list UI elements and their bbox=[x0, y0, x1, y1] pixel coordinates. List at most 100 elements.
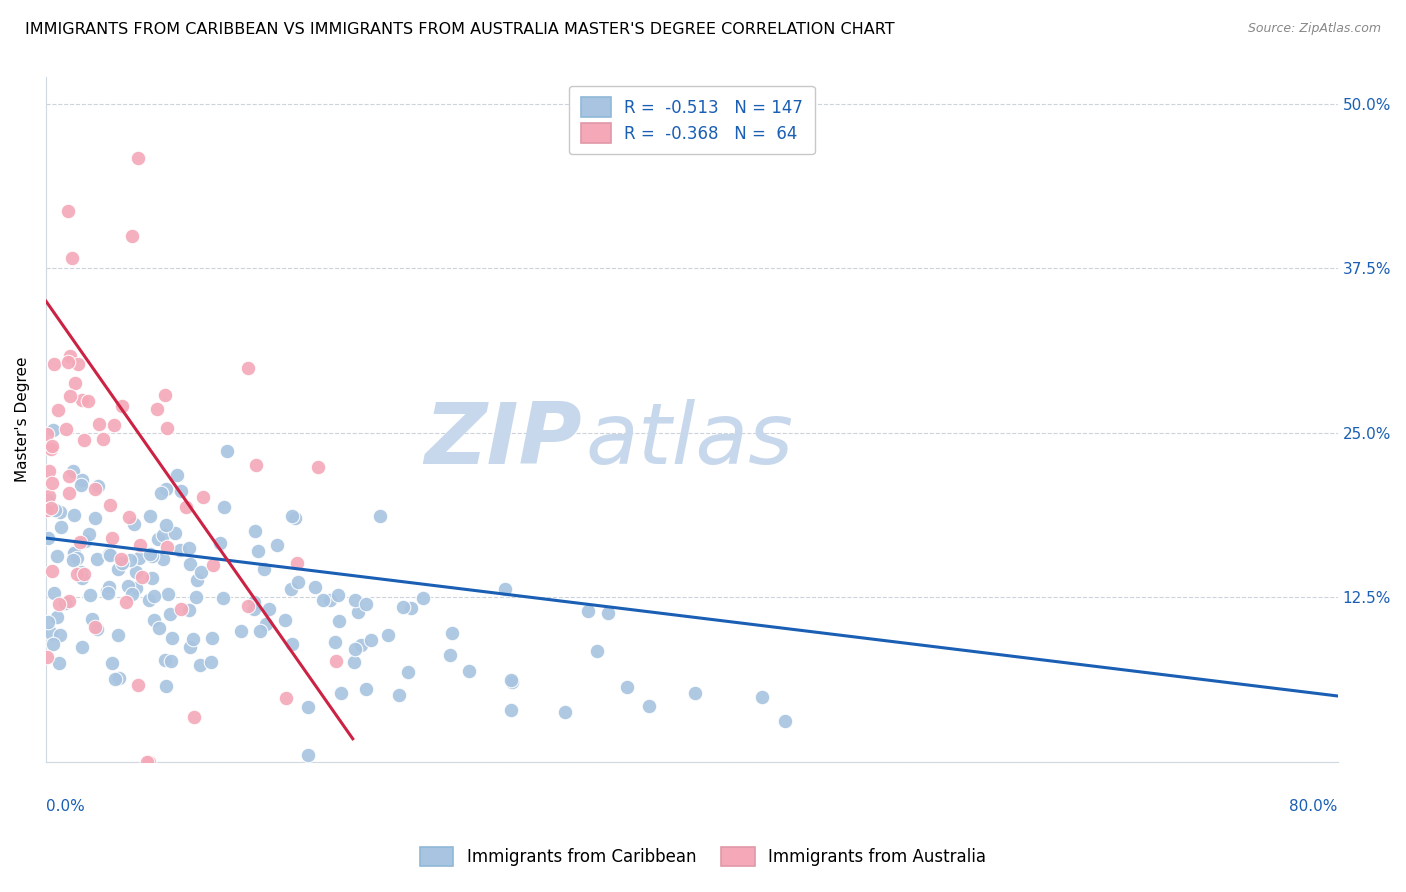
Point bbox=[55, 422, 77, 436]
Point bbox=[246, 543, 269, 558]
Point bbox=[458, 664, 481, 678]
Point bbox=[183, 710, 205, 724]
Point bbox=[200, 655, 222, 669]
Point bbox=[62, 544, 84, 558]
Point bbox=[63, 376, 86, 391]
Text: ZIP: ZIP bbox=[425, 399, 582, 482]
Point bbox=[118, 510, 141, 524]
Point bbox=[166, 467, 188, 482]
Point bbox=[179, 557, 201, 571]
Point bbox=[183, 632, 205, 646]
Point bbox=[354, 598, 377, 612]
Point bbox=[70, 640, 93, 654]
Point bbox=[87, 479, 110, 493]
Point bbox=[217, 444, 239, 458]
Text: 0.0%: 0.0% bbox=[46, 799, 84, 814]
Point bbox=[201, 631, 224, 645]
Point bbox=[35, 650, 58, 665]
Point bbox=[323, 635, 346, 649]
Point bbox=[297, 699, 319, 714]
Point bbox=[157, 587, 180, 601]
Point bbox=[83, 482, 105, 496]
Point bbox=[41, 439, 63, 453]
Point bbox=[751, 690, 773, 704]
Point bbox=[107, 562, 129, 576]
Point bbox=[37, 492, 59, 507]
Point bbox=[139, 508, 162, 523]
Point bbox=[212, 591, 235, 606]
Point bbox=[155, 518, 177, 533]
Point bbox=[62, 508, 84, 523]
Point bbox=[141, 571, 163, 585]
Point bbox=[41, 564, 63, 578]
Point bbox=[77, 527, 100, 541]
Point bbox=[135, 755, 157, 769]
Point bbox=[122, 516, 145, 531]
Point bbox=[131, 570, 153, 584]
Point bbox=[238, 360, 260, 375]
Point bbox=[494, 582, 516, 596]
Point bbox=[501, 674, 523, 689]
Point bbox=[97, 547, 120, 561]
Point bbox=[169, 542, 191, 557]
Point bbox=[70, 392, 93, 407]
Point bbox=[152, 528, 174, 542]
Text: Source: ZipAtlas.com: Source: ZipAtlas.com bbox=[1247, 22, 1381, 36]
Point bbox=[176, 500, 198, 515]
Point bbox=[44, 502, 66, 516]
Point bbox=[107, 627, 129, 641]
Point bbox=[39, 625, 62, 640]
Point bbox=[111, 400, 134, 414]
Point bbox=[49, 628, 72, 642]
Point bbox=[70, 571, 93, 585]
Point bbox=[179, 603, 201, 617]
Point bbox=[297, 748, 319, 763]
Point bbox=[44, 357, 66, 371]
Point bbox=[38, 464, 60, 478]
Point bbox=[84, 510, 107, 524]
Point bbox=[285, 556, 308, 570]
Point bbox=[45, 609, 67, 624]
Point bbox=[184, 590, 207, 604]
Y-axis label: Master's Degree: Master's Degree bbox=[15, 357, 30, 483]
Point bbox=[190, 565, 212, 579]
Point bbox=[41, 501, 63, 516]
Point bbox=[377, 627, 399, 641]
Point bbox=[62, 552, 84, 566]
Point bbox=[139, 547, 162, 561]
Point bbox=[191, 490, 214, 504]
Point bbox=[143, 613, 166, 627]
Point bbox=[160, 654, 183, 668]
Point bbox=[37, 615, 59, 629]
Point bbox=[179, 541, 201, 555]
Point bbox=[121, 228, 143, 243]
Point bbox=[637, 698, 659, 713]
Point bbox=[401, 601, 423, 615]
Point bbox=[343, 641, 366, 656]
Point bbox=[202, 558, 225, 573]
Point bbox=[37, 531, 59, 545]
Point bbox=[48, 656, 70, 670]
Point bbox=[287, 575, 309, 590]
Point bbox=[685, 685, 707, 699]
Point bbox=[229, 624, 252, 639]
Point bbox=[49, 505, 72, 519]
Point bbox=[330, 686, 353, 700]
Point bbox=[86, 622, 108, 636]
Point bbox=[576, 604, 599, 618]
Point bbox=[46, 402, 69, 417]
Point bbox=[110, 552, 132, 566]
Point bbox=[155, 679, 177, 693]
Point bbox=[307, 460, 329, 475]
Point bbox=[35, 503, 58, 517]
Point bbox=[98, 548, 121, 562]
Point bbox=[343, 656, 366, 670]
Point bbox=[58, 486, 80, 500]
Point bbox=[152, 551, 174, 566]
Point bbox=[142, 590, 165, 604]
Point bbox=[155, 421, 177, 435]
Point bbox=[281, 637, 304, 651]
Point bbox=[155, 482, 177, 496]
Point bbox=[111, 556, 134, 570]
Point bbox=[179, 640, 201, 655]
